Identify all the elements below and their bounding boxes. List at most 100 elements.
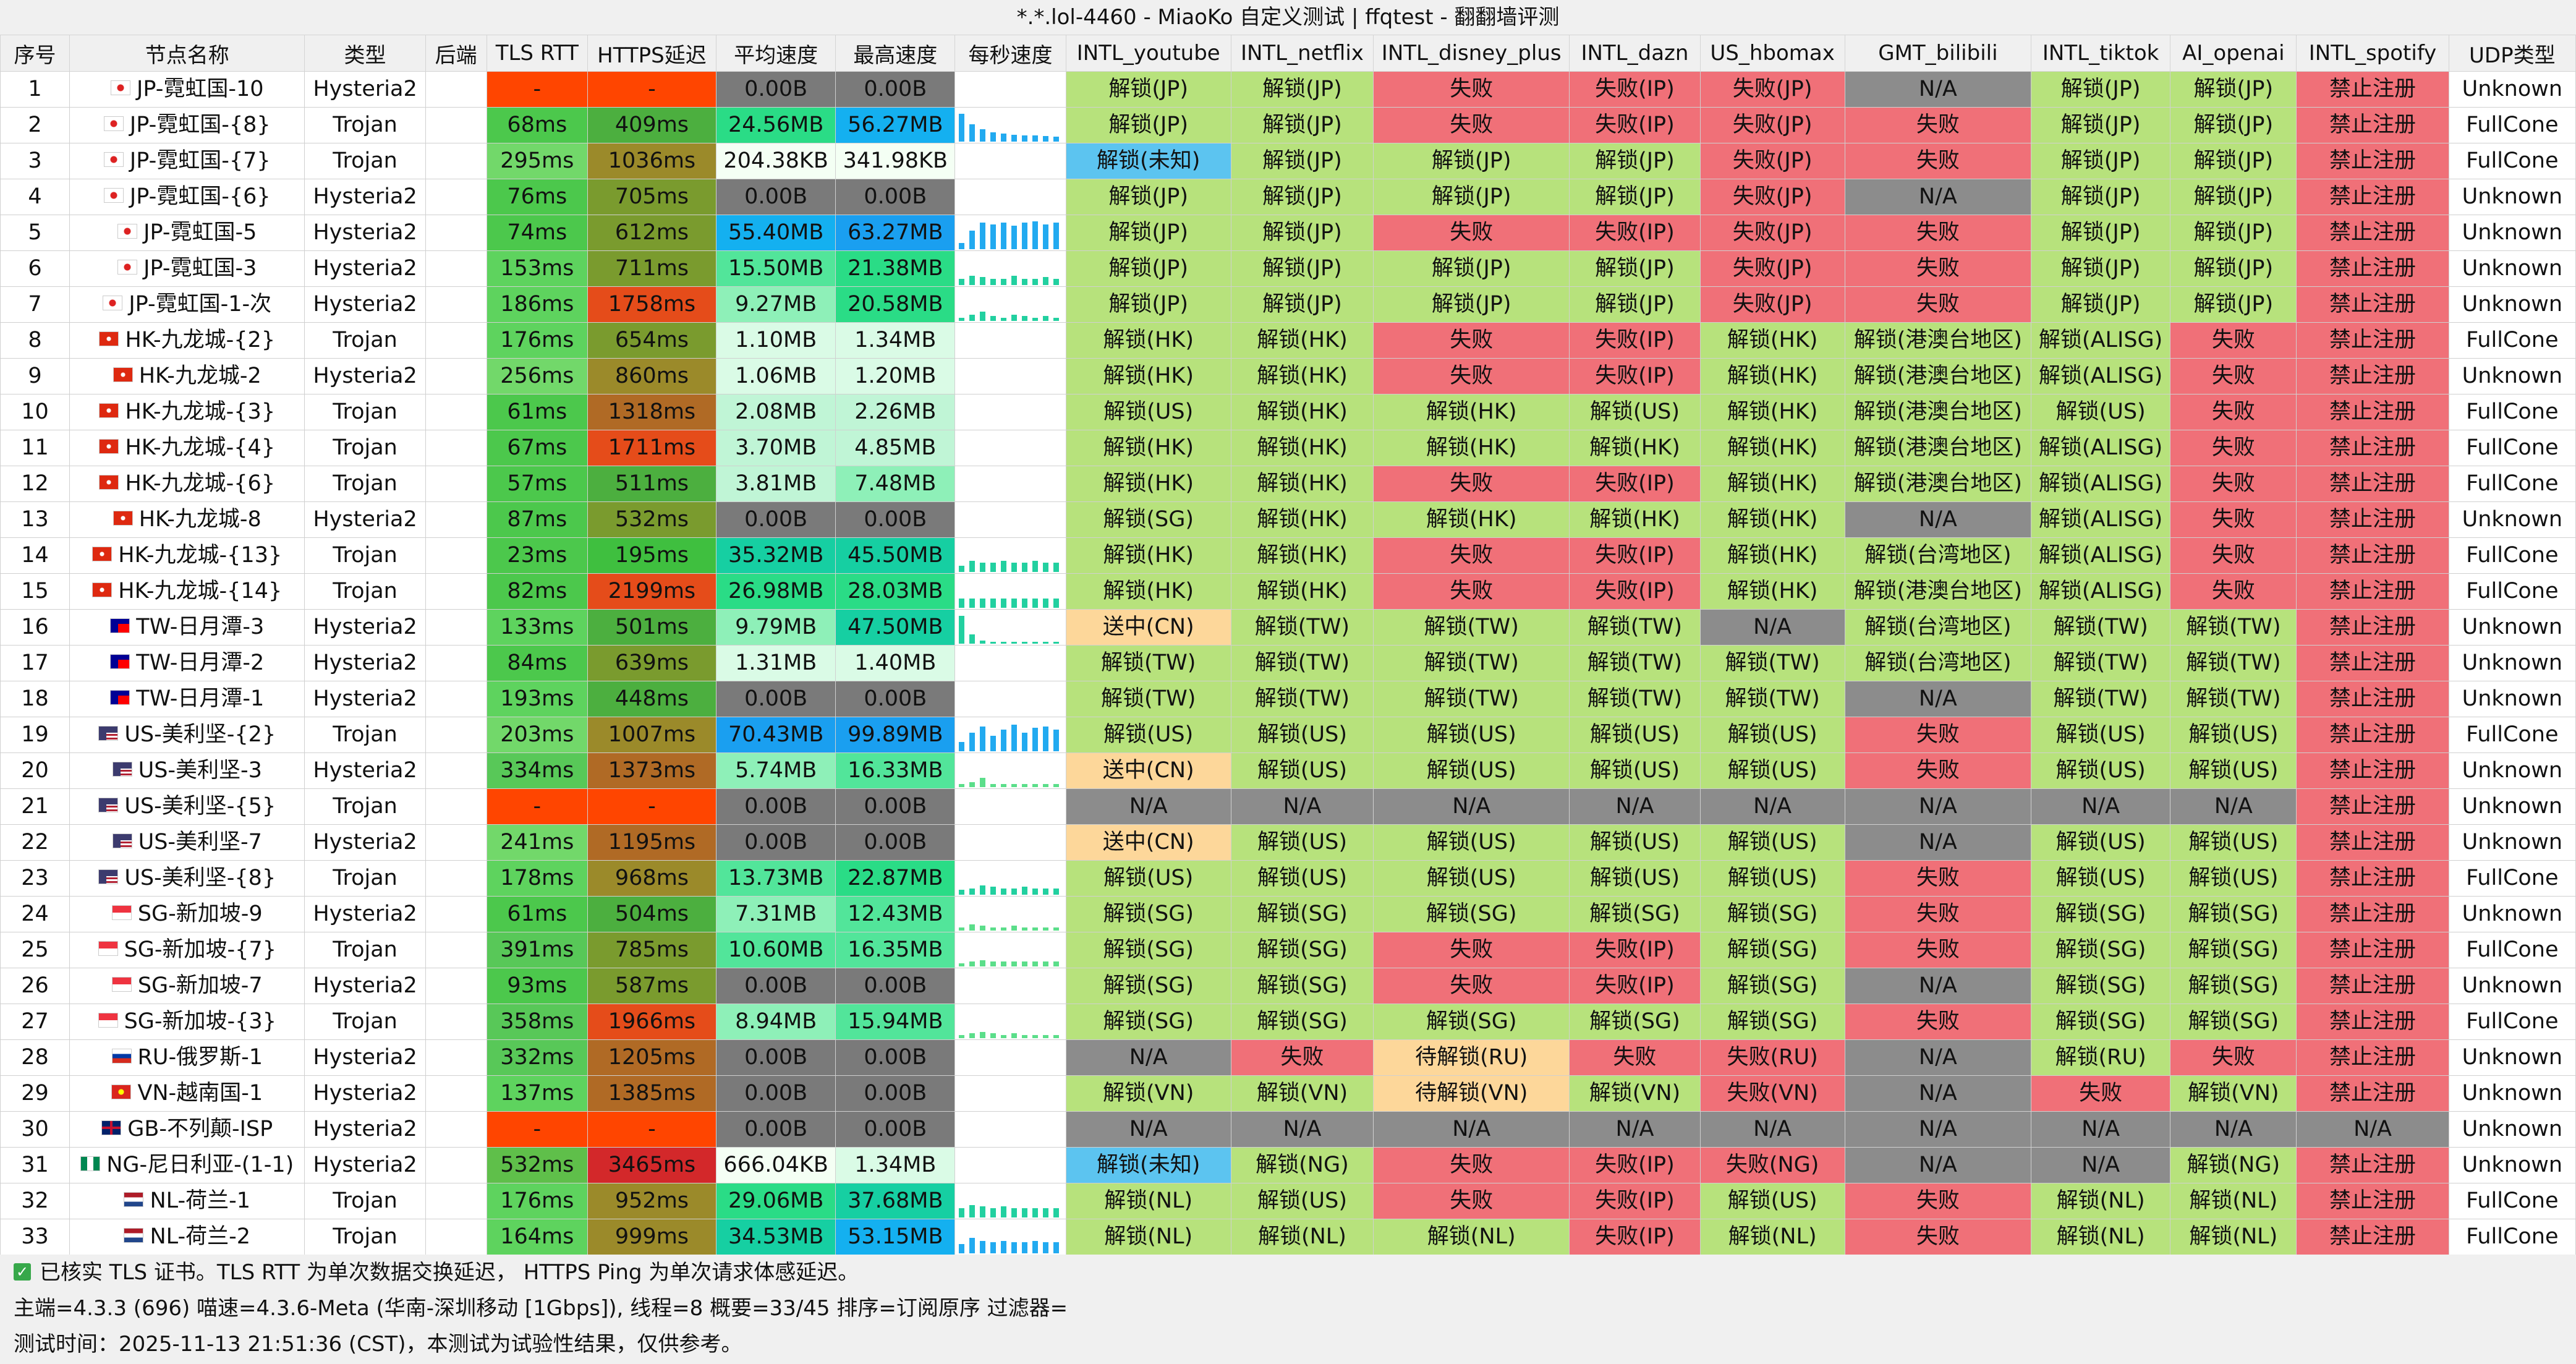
row-index-cell: 3	[0, 143, 70, 179]
table-row[interactable]: 22 US-美利坚-7 Hysteria2 241ms 1195ms 0.00B 0.00B…	[0, 824, 2576, 861]
table-row[interactable]: 29 VN-越南国-1 Hysteria2 137ms 1385ms 0.00B 0.00B…	[0, 1075, 2576, 1112]
table-row[interactable]: 32 NL-荷兰-1 Trojan 176ms 952ms 29.06MB 37.68MB 解…	[0, 1183, 2576, 1219]
dazn-cell: 解锁(US)	[1569, 394, 1701, 430]
table-row[interactable]: 28 RU-俄罗斯-1 Hysteria2 332ms 1205ms 0.00B 0.00B…	[0, 1039, 2576, 1076]
column-header[interactable]: 最高速度	[835, 35, 956, 72]
column-header[interactable]: INTL_tiktok	[2031, 35, 2171, 72]
column-header[interactable]: 后端	[425, 35, 487, 72]
backend-cell	[425, 1183, 487, 1219]
table-row[interactable]: 17 TW-日月潭-2 Hysteria2 84ms 639ms 1.31MB 1.40MB…	[0, 645, 2576, 681]
backend-cell	[425, 501, 487, 538]
tiktok-cell: 解锁(US)	[2031, 824, 2171, 861]
speed-sparkline-cell	[954, 1183, 1066, 1219]
tiktok-cell: 解锁(JP)	[2031, 71, 2171, 108]
avg-speed-cell: 8.94MB	[716, 1004, 836, 1040]
max-speed-cell: 1.34MB	[835, 1147, 956, 1183]
https-latency-cell: 511ms	[587, 466, 717, 502]
youtube-cell: 解锁(HK)	[1065, 358, 1231, 394]
speed-sparkline	[956, 682, 1065, 717]
table-row[interactable]: 30 GB-不列颠-ISP Hysteria2- -0.00B 0.00B N/A N/A N…	[0, 1111, 2576, 1148]
table-row[interactable]: 14 HK-九龙城-{13} Trojan 23ms 195ms 35.32MB 45.50…	[0, 537, 2576, 574]
hbomax-cell: 失败(VN)	[1699, 1075, 1845, 1112]
table-row[interactable]: 4 JP-霓虹国-{6} Hysteria2 76ms 705ms 0.00B 0.00B 解…	[0, 179, 2576, 215]
bilibili-cell: 解锁(港澳台地区)	[1844, 573, 2032, 610]
sparkline-bar	[1011, 784, 1018, 787]
disney-plus-cell: 失败	[1373, 358, 1570, 394]
spotify-cell: 禁止注册	[2296, 717, 2449, 753]
https-latency-cell: 785ms	[587, 932, 717, 968]
table-row[interactable]: 19 US-美利坚-{2} Trojan 203ms 1007ms 70.43MB 99.8…	[0, 717, 2576, 753]
table-row[interactable]: 23 US-美利坚-{8} Trojan 178ms 968ms 13.73MB 22.87…	[0, 860, 2576, 897]
dazn-cell: 解锁(TW)	[1569, 681, 1701, 717]
table-row[interactable]: 11 HK-九龙城-{4} Trojan 67ms 1711ms 3.70MB 4.85MB…	[0, 430, 2576, 466]
https-latency-cell: 1385ms	[587, 1075, 717, 1112]
table-row[interactable]: 9 HK-九龙城-2 Hysteria2 256ms 860ms 1.06MB 1.20MB…	[0, 358, 2576, 394]
table-row[interactable]: 24 SG-新加坡-9 Hysteria2 61ms 504ms 7.31MB 12.43M…	[0, 896, 2576, 932]
bilibili-cell: N/A	[1844, 1075, 2032, 1112]
openai-cell: 解锁(VN)	[2170, 1075, 2297, 1112]
column-header[interactable]: 每秒速度	[954, 35, 1066, 72]
table-row[interactable]: 1 JP-霓虹国-10 Hysteria2- -0.00B 0.00B 解锁(JP) 解锁(…	[0, 71, 2576, 108]
table-row[interactable]: 5 JP-霓虹国-5 Hysteria2 74ms 612ms 55.40MB 63.27M…	[0, 215, 2576, 251]
table-row[interactable]: 15 HK-九龙城-{14} Trojan 82ms 2199ms 26.98MB 28.0…	[0, 573, 2576, 610]
youtube-cell: 解锁(HK)	[1065, 537, 1231, 574]
table-row[interactable]: 18 TW-日月潭-1 Hysteria2 193ms 448ms 0.00B 0.00B 解…	[0, 681, 2576, 717]
table-row[interactable]: 31 NG-尼日利亚-(1-1) Hysteria2 532ms 3465ms 666.0…	[0, 1147, 2576, 1183]
sparkline-bar	[990, 927, 997, 931]
max-speed-cell: 63.27MB	[835, 215, 956, 251]
dazn-cell: N/A	[1569, 1111, 1701, 1148]
dazn-cell: 失败(IP)	[1569, 1219, 1701, 1255]
table-row[interactable]: 8 HK-九龙城-{2} Trojan 176ms 654ms 1.10MB 1.34MB 解…	[0, 322, 2576, 359]
openai-cell: 失败	[2170, 430, 2297, 466]
column-header[interactable]: INTL_netflix	[1230, 35, 1374, 72]
sparkline-bar	[969, 634, 976, 644]
column-header[interactable]: TLS RTT	[486, 35, 588, 72]
column-header[interactable]: US_hbomax	[1699, 35, 1845, 72]
table-row[interactable]: 33 NL-荷兰-2 Trojan 164ms 999ms 34.53MB 53.15MB 解…	[0, 1219, 2576, 1255]
speed-sparkline-cell	[954, 968, 1066, 1004]
column-header[interactable]: HTTPS延迟	[587, 35, 717, 72]
column-header[interactable]: 平均速度	[716, 35, 836, 72]
table-row[interactable]: 3 JP-霓虹国-{7} Trojan 295ms 1036ms 204.38KB 341.…	[0, 143, 2576, 179]
table-row[interactable]: 10 HK-九龙城-{3} Trojan 61ms 1318ms 2.08MB 2.26MB…	[0, 394, 2576, 430]
column-header[interactable]: 序号	[0, 35, 70, 72]
https-latency-cell: -	[587, 1111, 717, 1148]
column-header[interactable]: INTL_spotify	[2296, 35, 2449, 72]
table-row[interactable]: 16 TW-日月潭-3 Hysteria2 133ms 501ms 9.79MB 47.50…	[0, 609, 2576, 646]
table-row[interactable]: 25 SG-新加坡-{7} Trojan 391ms 785ms 10.60MB 16.35…	[0, 932, 2576, 968]
tls-rtt-cell: -	[486, 1111, 588, 1148]
table-row[interactable]: 27 SG-新加坡-{3} Trojan 358ms 1966ms 8.94MB 15.94…	[0, 1004, 2576, 1040]
backend-cell	[425, 609, 487, 646]
column-header[interactable]: INTL_youtube	[1065, 35, 1231, 72]
sparkline-bar	[990, 1242, 997, 1253]
table-row[interactable]: 21 US-美利坚-{5} Trojan - -0.00B 0.00B N/A N/A N/A N…	[0, 788, 2576, 825]
table-row[interactable]: 13 HK-九龙城-8 Hysteria2 87ms 532ms 0.00B 0.00B 解锁…	[0, 501, 2576, 538]
backend-cell	[425, 179, 487, 215]
column-header[interactable]: INTL_dazn	[1569, 35, 1701, 72]
tls-rtt-cell: 295ms	[486, 143, 588, 179]
table-row[interactable]: 7 JP-霓虹国-1-次 Hysteria2 186ms 1758ms 9.27MB 20.…	[0, 286, 2576, 323]
column-header[interactable]: AI_openai	[2170, 35, 2297, 72]
spotify-cell: 禁止注册	[2296, 250, 2449, 287]
table-row[interactable]: 20 US-美利坚-3 Hysteria2 334ms 1373ms 5.74MB 16.3…	[0, 752, 2576, 789]
table-row[interactable]: 12 HK-九龙城-{6} Trojan 57ms 511ms 3.81MB 7.48MB 解…	[0, 466, 2576, 502]
max-speed-cell: 1.40MB	[835, 645, 956, 681]
node-name-text: HK-九龙城-{3}	[125, 399, 276, 424]
sparkline-bar	[1001, 961, 1007, 966]
column-header[interactable]: GMT_bilibili	[1844, 35, 2032, 72]
column-header[interactable]: 类型	[304, 35, 426, 72]
table-row[interactable]: 26 SG-新加坡-7 Hysteria2 93ms 587ms 0.00B 0.00B 解锁…	[0, 968, 2576, 1004]
udp-type-cell: Unknown	[2448, 788, 2576, 825]
spotify-cell: 禁止注册	[2296, 752, 2449, 789]
table-row[interactable]: 2 JP-霓虹国-{8} Trojan 68ms 409ms 24.56MB 56.27MB…	[0, 107, 2576, 143]
speed-sparkline-cell	[954, 430, 1066, 466]
column-header[interactable]: UDP类型	[2448, 35, 2576, 72]
column-header[interactable]: 节点名称	[69, 35, 305, 72]
column-header[interactable]: INTL_disney_plus	[1373, 35, 1570, 72]
sparkline-bar	[969, 782, 976, 787]
sparkline-bar	[1022, 223, 1028, 249]
node-name-text: RU-俄罗斯-1	[137, 1045, 263, 1070]
disney-plus-cell: 失败	[1373, 968, 1570, 1004]
sparkline-bar	[969, 1205, 976, 1217]
table-row[interactable]: 6 JP-霓虹国-3 Hysteria2 153ms 711ms 15.50MB 21.38…	[0, 250, 2576, 287]
